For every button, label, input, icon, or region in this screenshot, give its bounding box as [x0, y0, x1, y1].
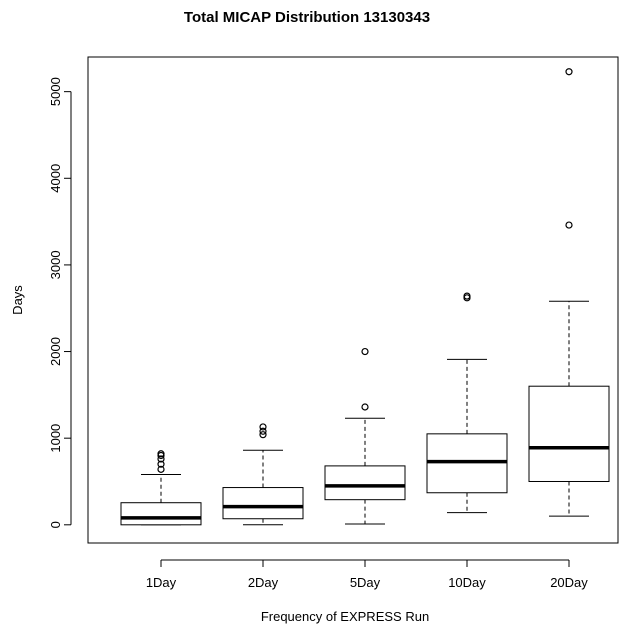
- y-axis-label: Days: [10, 285, 25, 315]
- outlier-point: [157, 460, 165, 468]
- x-tick-label-5Day: 5Day: [350, 575, 381, 590]
- x-tick-label-20Day: 20Day: [550, 575, 588, 590]
- y-tick-label-2000: 2000: [48, 337, 63, 366]
- y-tick-label-1000: 1000: [48, 424, 63, 453]
- y-tick-label-4000: 4000: [48, 164, 63, 193]
- iqr-box: [324, 465, 406, 501]
- outlier-point: [259, 423, 267, 431]
- box-2Day: [222, 423, 304, 526]
- y-axis: 0 1000 2000 3000 4000 5000: [48, 77, 72, 528]
- iqr-box: [528, 385, 610, 482]
- outlier-point: [157, 465, 165, 473]
- outlier-point: [565, 68, 573, 76]
- box-5Day: [324, 347, 406, 525]
- outlier-point: [361, 347, 369, 356]
- outlier-point: [259, 427, 267, 435]
- x-axis: 1Day 2Day 5Day 10Day 20Day: [146, 559, 588, 590]
- box-20Day: [528, 68, 610, 517]
- y-tick-label-3000: 3000: [48, 250, 63, 279]
- plot-frame: [87, 56, 619, 544]
- box-1Day: [120, 450, 202, 526]
- x-tick-label-2Day: 2Day: [248, 575, 279, 590]
- outlier-point: [259, 431, 267, 439]
- chart-title: Total MICAP Distribution 13130343: [184, 9, 430, 26]
- x-axis-label: Frequency of EXPRESS Run: [261, 609, 429, 624]
- box-10Day: [426, 292, 508, 514]
- y-tick-label-0: 0: [48, 521, 63, 528]
- outlier-point: [157, 450, 165, 458]
- iqr-box: [222, 487, 304, 520]
- y-tick-label-5000: 5000: [48, 77, 63, 106]
- outlier-point: [463, 292, 471, 300]
- x-tick-label-10Day: 10Day: [448, 575, 486, 590]
- outlier-point: [157, 455, 165, 463]
- boxes-group: [120, 68, 610, 526]
- outlier-point: [565, 221, 573, 229]
- outlier-point: [361, 403, 369, 411]
- iqr-box: [120, 502, 202, 526]
- x-tick-label-1Day: 1Day: [146, 575, 177, 590]
